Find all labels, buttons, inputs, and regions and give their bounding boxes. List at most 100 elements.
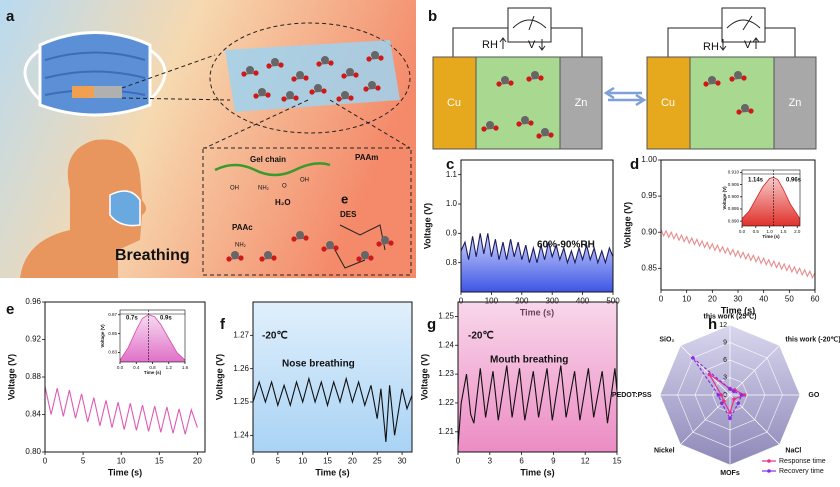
line xyxy=(741,176,801,219)
panel-label: b xyxy=(428,8,437,25)
line xyxy=(457,365,618,447)
category-label: MOFs xyxy=(720,470,740,477)
atom xyxy=(729,76,735,82)
atom xyxy=(238,255,244,261)
x-tick-label: 12 xyxy=(581,457,590,466)
label: NH₂ xyxy=(258,186,270,192)
x-tick-label: 0 xyxy=(456,457,461,466)
atom xyxy=(708,76,716,84)
atom xyxy=(528,120,534,126)
molecules xyxy=(226,51,754,262)
y-tick-label: 0.84 xyxy=(25,410,41,419)
r-tick-label: 3 xyxy=(723,374,727,381)
label: DES xyxy=(340,210,357,219)
line xyxy=(119,314,186,361)
atom xyxy=(521,116,529,124)
electrode xyxy=(773,56,817,150)
x-tick-label: 3 xyxy=(488,457,493,466)
legend-label: Recovery time xyxy=(779,468,824,475)
reversible-arrow xyxy=(603,86,647,107)
electrode xyxy=(432,56,477,150)
zoom-line xyxy=(204,99,411,149)
atom xyxy=(363,86,369,92)
y-tick-label: 0.8 xyxy=(446,258,458,267)
label: PAAm xyxy=(355,153,378,162)
atom xyxy=(378,55,384,61)
atom xyxy=(736,109,742,115)
line xyxy=(460,233,614,265)
atom xyxy=(293,95,299,101)
y-axis-label: Voltage (V) xyxy=(419,354,429,400)
electrode xyxy=(646,56,691,150)
x-tick-label: 0.5 xyxy=(753,229,760,234)
x-axis-label: Time (s) xyxy=(721,305,755,315)
legend-marker xyxy=(767,469,771,473)
atom xyxy=(286,91,294,99)
y-tick-label: 0.83 xyxy=(108,350,117,355)
mask xyxy=(23,31,167,117)
atom xyxy=(734,71,742,79)
line xyxy=(252,376,413,443)
label: e xyxy=(341,191,348,206)
label: V xyxy=(528,39,536,51)
gel-block xyxy=(225,40,400,112)
panel-label: c xyxy=(446,156,454,173)
breathing-label: Breathing xyxy=(115,247,190,264)
meter xyxy=(721,7,766,43)
atom xyxy=(356,256,362,262)
radar-point xyxy=(728,387,732,391)
panel-label: e xyxy=(6,301,14,318)
x-tick-label: 0 xyxy=(43,457,48,466)
x-tick-label: 60 xyxy=(811,295,820,304)
annotation: 1.14s xyxy=(748,178,764,184)
category-label: this work (25℃) xyxy=(704,312,757,320)
area xyxy=(742,177,800,226)
x-axis-label: Time (s) xyxy=(315,467,349,477)
x-tick-label: 300 xyxy=(546,297,560,306)
panel-a: a Breathing Gel chain OH NH₂ OH O H₂O PA… xyxy=(0,0,416,278)
x-axis-label: Time (s) xyxy=(144,370,162,375)
atom xyxy=(348,95,354,101)
panel-label: h xyxy=(708,316,717,333)
frame xyxy=(741,169,801,227)
annotation: Nose breathing xyxy=(282,359,355,370)
atom xyxy=(741,75,747,81)
label: O xyxy=(282,184,287,190)
x-tick-label: 40 xyxy=(759,295,768,304)
atom xyxy=(353,72,359,78)
label: Zn xyxy=(575,97,588,109)
atom xyxy=(265,92,271,98)
x-tick-label: 15 xyxy=(155,457,164,466)
x-tick-label: 10 xyxy=(298,457,307,466)
atom xyxy=(341,73,347,79)
y-tick-label: 1.25 xyxy=(233,397,249,406)
annotation: -20℃ xyxy=(262,331,288,342)
r-tick-label: 6 xyxy=(723,357,727,364)
radar-point xyxy=(707,372,712,377)
atom xyxy=(321,56,329,64)
atom xyxy=(516,121,522,127)
atom xyxy=(496,81,502,87)
atom xyxy=(321,88,327,94)
zoom-line xyxy=(121,54,231,101)
category-label: NaCl xyxy=(785,447,801,454)
electrolyte xyxy=(689,56,775,150)
x-tick-label: 30 xyxy=(398,457,407,466)
meter-dial xyxy=(726,15,761,31)
x-tick-label: 0.0 xyxy=(739,229,746,234)
legend-marker xyxy=(767,459,771,463)
atom xyxy=(715,80,721,86)
atom xyxy=(303,75,309,81)
x-tick-label: 500 xyxy=(606,297,620,306)
y-tick-label: 1.27 xyxy=(233,330,249,339)
radar-point xyxy=(719,393,724,397)
y-tick-label: 1.23 xyxy=(438,369,454,378)
y-tick-label: 1.22 xyxy=(438,398,454,407)
y-tick-label: 0.90 xyxy=(641,227,657,236)
x-tick-label: 5 xyxy=(276,457,281,466)
label: Gel chain xyxy=(250,155,286,164)
x-axis-label: Time (s) xyxy=(108,467,142,477)
atom xyxy=(264,251,272,259)
meter-dial xyxy=(512,15,547,31)
